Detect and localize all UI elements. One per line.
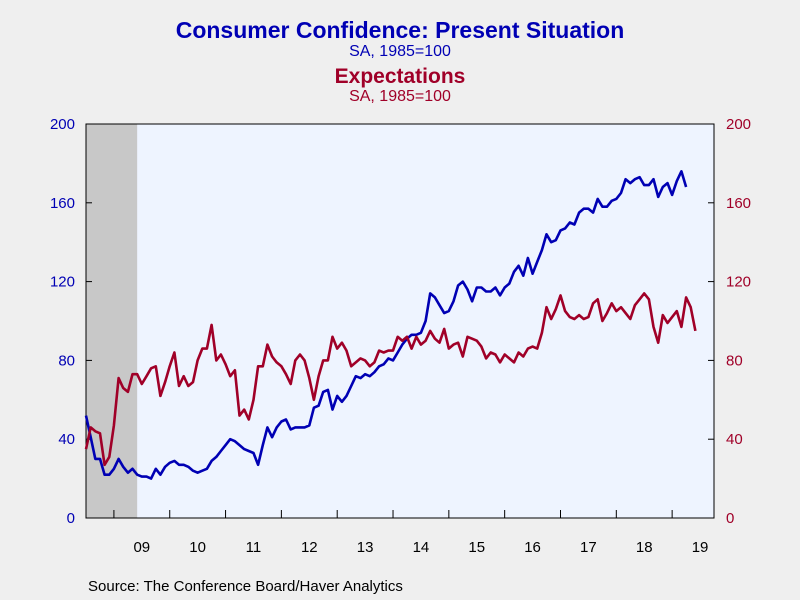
y-right-tick-label: 80 bbox=[726, 352, 743, 369]
y-left-tick-label: 40 bbox=[58, 431, 75, 448]
y-left-tick-label: 160 bbox=[50, 195, 75, 212]
source-note: Source: The Conference Board/Haver Analy… bbox=[88, 578, 403, 595]
x-tick-label: 09 bbox=[133, 539, 150, 556]
y-right-tick-label: 120 bbox=[726, 274, 751, 291]
x-tick-label: 16 bbox=[524, 539, 541, 556]
x-tick-label: 18 bbox=[636, 539, 653, 556]
x-tick-label: 19 bbox=[692, 539, 709, 556]
x-tick-label: 17 bbox=[580, 539, 597, 556]
y-left-tick-label: 120 bbox=[50, 274, 75, 291]
chart-subtitle-present-situation: SA, 1985=100 bbox=[349, 43, 451, 60]
recession-shading bbox=[86, 124, 138, 518]
expectations-line bbox=[84, 292, 697, 467]
y-right-tick-label: 40 bbox=[726, 431, 743, 448]
x-tick-label: 11 bbox=[246, 539, 262, 556]
x-tick-label: 13 bbox=[357, 539, 374, 556]
plot-area bbox=[86, 124, 714, 518]
present-situation-line bbox=[84, 170, 688, 480]
plot-frame bbox=[85, 123, 715, 519]
y-left-tick-label: 80 bbox=[58, 352, 75, 369]
y-right-tick-label: 160 bbox=[726, 195, 751, 212]
chart-title-present-situation: Consumer Confidence: Present Situation bbox=[175, 17, 625, 43]
x-tick-label: 12 bbox=[301, 539, 318, 556]
y-left-tick-label: 0 bbox=[67, 510, 75, 527]
x-tick-label: 15 bbox=[468, 539, 485, 556]
x-tick-label: 14 bbox=[413, 539, 430, 556]
x-tick-label: 10 bbox=[189, 539, 206, 556]
chart-subtitle-expectations: SA, 1985=100 bbox=[349, 88, 451, 105]
chart-title-expectations: Expectations bbox=[334, 65, 466, 88]
y-right-tick-label: 0 bbox=[726, 510, 734, 527]
y-left-tick-label: 200 bbox=[50, 116, 75, 133]
y-right-tick-label: 200 bbox=[726, 116, 751, 133]
